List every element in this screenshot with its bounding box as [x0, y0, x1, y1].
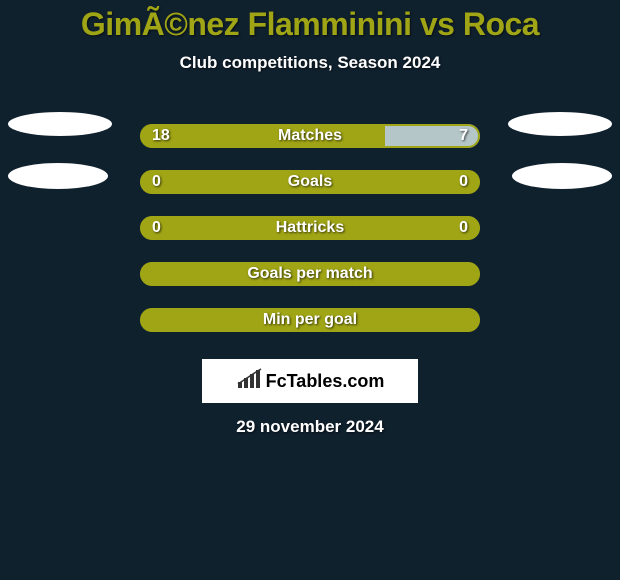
player-right-ellipse [508, 112, 612, 136]
logo-box: FcTables.com [202, 359, 418, 403]
subtitle: Club competitions, Season 2024 [0, 53, 620, 73]
stat-bar: 00Hattricks [140, 216, 480, 240]
player-left-ellipse [8, 163, 108, 189]
stat-bar: 187Matches [140, 124, 480, 148]
logo-chart-icon [236, 368, 262, 395]
stat-row: 00Goals [0, 159, 620, 205]
stat-label: Hattricks [140, 219, 480, 237]
stat-row: Goals per match [0, 251, 620, 297]
date-text: 29 november 2024 [0, 417, 620, 437]
player-left-ellipse [8, 112, 112, 136]
logo-text: FcTables.com [266, 371, 385, 392]
stat-row: Min per goal [0, 297, 620, 343]
stat-row: 187Matches [0, 113, 620, 159]
comparison-rows: 187Matches 00Goals 00Hattricks Goals per ma… [0, 113, 620, 343]
stat-label: Min per goal [140, 311, 480, 329]
stat-label: Goals per match [140, 265, 480, 283]
stat-bar: 00Goals [140, 170, 480, 194]
page-title: GimÃ©nez Flamminini vs Roca [0, 0, 620, 43]
player-right-ellipse [512, 163, 612, 189]
stat-row: 00Hattricks [0, 205, 620, 251]
stat-label: Goals [140, 173, 480, 191]
stat-bar: Min per goal [140, 308, 480, 332]
stat-bar: Goals per match [140, 262, 480, 286]
stat-label: Matches [140, 127, 480, 145]
